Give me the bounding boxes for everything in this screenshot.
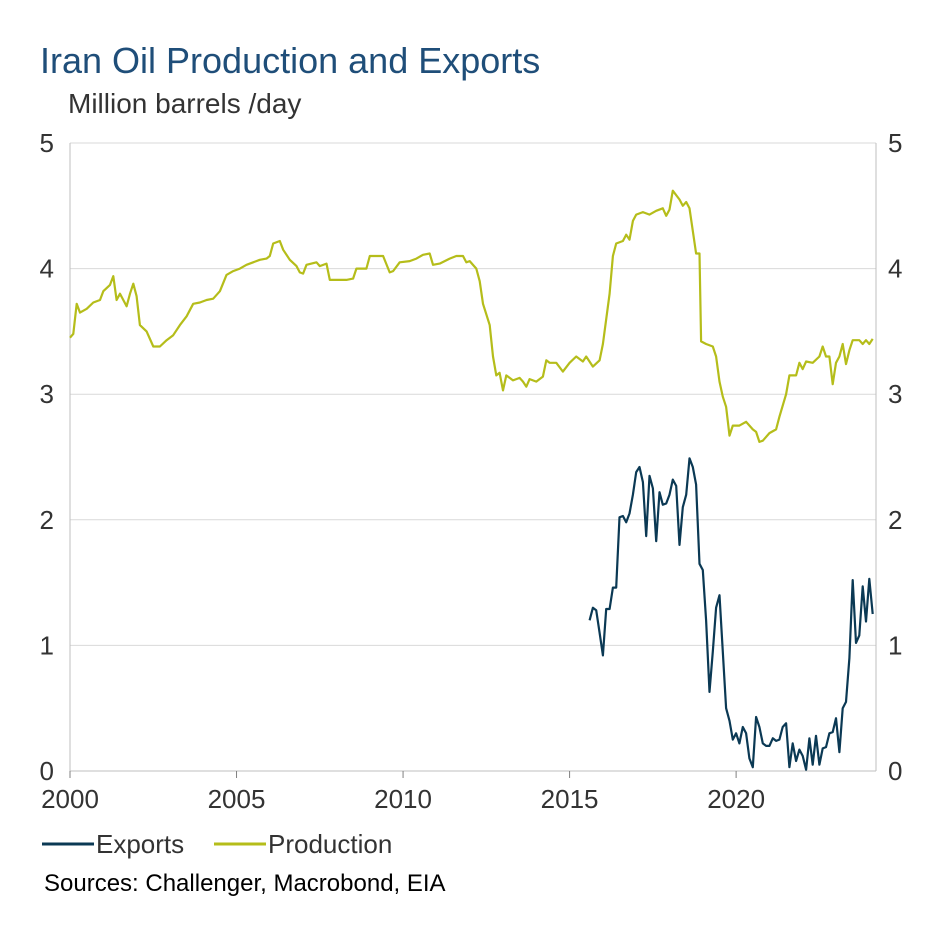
y-tick-left-3: 3 [40,379,54,409]
legend-label-production: Production [268,829,392,859]
series-lines [69,189,874,771]
x-tick-2020: 2020 [707,784,765,814]
y-tick-left-5: 5 [40,128,54,158]
y-tick-left-2: 2 [40,505,54,535]
chart-title: Iran Oil Production and Exports [40,40,541,81]
y-tick-right-2: 2 [888,505,902,535]
x-tick-2010: 2010 [374,784,432,814]
y-tick-left-0: 0 [40,756,54,786]
legend-label-exports: Exports [96,829,184,859]
y-tick-right-1: 1 [888,630,902,660]
x-tick-2005: 2005 [208,784,266,814]
y-tick-right-3: 3 [888,379,902,409]
series-line-production [69,189,874,443]
source-note: Sources: Challenger, Macrobond, EIA [44,870,446,897]
legend: Exports Production [42,829,392,859]
y-tick-right-4: 4 [888,254,902,284]
y-tick-left-1: 1 [40,630,54,660]
series-line-exports [588,457,874,771]
grid-lines [70,142,876,646]
y-tick-left-4: 4 [40,254,54,284]
x-tick-2000: 2000 [41,784,99,814]
chart-subtitle: Million barrels /day [68,88,302,119]
y-tick-right-5: 5 [888,128,902,158]
x-tick-2015: 2015 [541,784,599,814]
y-tick-right-0: 0 [888,756,902,786]
axes: 0 0 1 1 2 2 3 3 4 4 5 5 2000 2005 2010 2015 2020 [40,128,903,814]
